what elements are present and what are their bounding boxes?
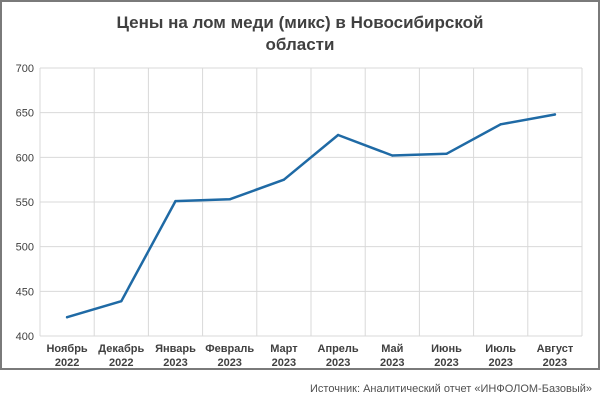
data-point [174,199,177,203]
x-tick-label: Апрель 2023 [318,343,359,368]
x-tick-label: Январь 2023 [155,343,196,368]
x-tick-label: Ноябрь 2022 [46,343,87,368]
data-point [228,198,231,201]
y-tick-label: 500 [16,242,34,254]
y-axis: 400 450 500 550 600 650 700 [16,63,34,343]
data-point [499,123,502,126]
source-note: Источник: Аналитический отчет «ИНФОЛОМ-Б… [310,383,592,395]
series-layer [65,113,557,319]
data-point [553,113,557,116]
x-tick-label: Июнь 2023 [431,343,462,368]
data-point [282,178,286,181]
series-line [65,113,557,319]
x-tick-label: Март 2023 [270,343,298,368]
data-point [120,299,123,303]
y-tick-label: 650 [16,108,34,120]
grid-layer [39,67,583,337]
chart-plot: 400 450 500 550 600 650 700 Ноябрь 2022 Декабрь 2… [16,63,583,368]
y-tick-label: 550 [16,197,34,209]
data-point [391,154,394,157]
chart-title-line-1: Цены на лом меди (микс) в Новосибирской [116,13,484,32]
x-tick-label: Май 2023 [380,343,404,368]
chart-title-line-2: области [265,35,335,54]
chart-frame: Цены на лом меди (микс) в Новосибирской … [0,0,600,370]
y-tick-label: 450 [16,286,34,298]
x-axis: Ноябрь 2022 Декабрь 2022 Январь 2023 Февраль 20… [46,343,573,368]
x-tick-label: Июль 2023 [485,343,516,368]
y-tick-label: 400 [16,331,34,343]
x-tick-label: Август 2023 [537,343,574,368]
x-tick-label: Декабрь 2022 [98,343,144,368]
chart-title: Цены на лом меди (микс) в Новосибирской … [2,12,598,56]
data-point [65,316,69,319]
y-tick-label: 700 [16,63,34,75]
y-tick-label: 600 [16,152,34,164]
x-tick-label: Февраль 2023 [205,343,254,368]
data-point [445,152,448,155]
data-point [336,133,340,137]
